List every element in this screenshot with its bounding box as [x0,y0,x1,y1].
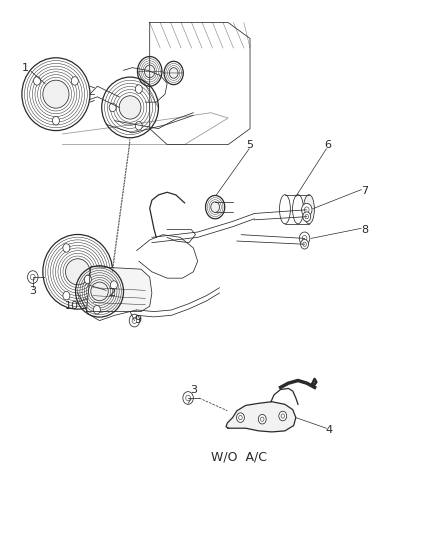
Text: 2: 2 [107,288,115,298]
Circle shape [301,204,311,216]
Circle shape [52,116,59,125]
Circle shape [135,85,142,93]
Circle shape [109,103,116,112]
Circle shape [129,314,139,327]
Circle shape [169,68,178,78]
Text: 8: 8 [360,225,367,236]
Text: 3: 3 [29,286,36,296]
Ellipse shape [65,259,90,285]
Text: W/O  A/C: W/O A/C [211,451,266,464]
Text: 5: 5 [246,140,253,150]
Circle shape [84,275,91,284]
Text: 1: 1 [22,63,29,72]
Circle shape [183,392,193,405]
Polygon shape [226,402,295,432]
Circle shape [236,413,244,422]
Circle shape [110,281,117,289]
Polygon shape [86,266,152,312]
Circle shape [258,415,265,424]
Circle shape [33,77,40,85]
Text: 7: 7 [360,186,367,196]
Ellipse shape [303,195,314,224]
Ellipse shape [43,80,69,108]
Circle shape [71,77,78,85]
Circle shape [300,239,308,249]
Circle shape [210,202,219,213]
Circle shape [63,244,70,252]
Circle shape [302,212,310,221]
Circle shape [135,122,142,130]
Circle shape [28,271,38,284]
Text: 9: 9 [134,314,141,325]
Circle shape [97,268,104,276]
Text: 3: 3 [189,384,196,394]
Ellipse shape [119,96,141,119]
Text: 10: 10 [65,301,79,311]
Circle shape [278,411,286,421]
Circle shape [299,232,309,245]
Circle shape [144,65,155,78]
Circle shape [93,305,100,314]
Text: 6: 6 [323,140,330,150]
Ellipse shape [91,282,108,301]
Circle shape [63,292,70,300]
Text: 4: 4 [325,425,332,435]
